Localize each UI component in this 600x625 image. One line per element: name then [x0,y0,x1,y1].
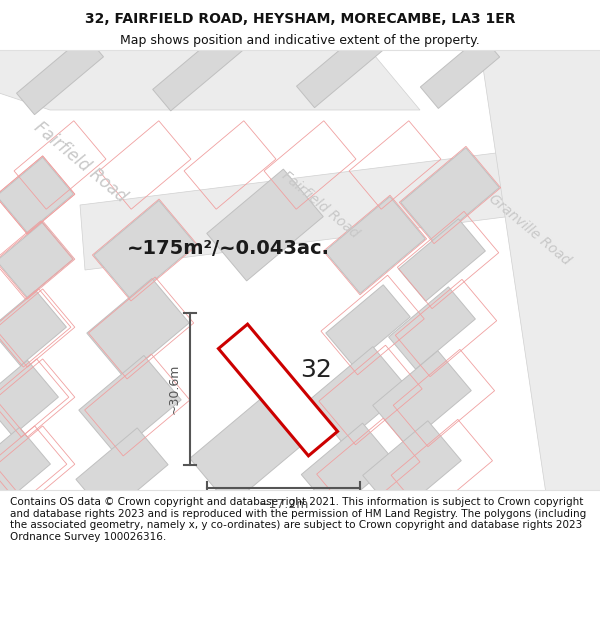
Polygon shape [190,394,306,506]
Text: Fairfield Road: Fairfield Road [279,169,361,241]
Polygon shape [0,158,73,232]
Polygon shape [76,428,168,516]
Polygon shape [87,279,189,378]
Polygon shape [0,361,58,436]
Polygon shape [207,169,323,281]
Text: 32: 32 [300,358,332,382]
Polygon shape [17,36,103,114]
Text: ~30.6m: ~30.6m [168,364,181,414]
Polygon shape [326,285,410,365]
Text: Fairfield Road: Fairfield Road [30,118,130,206]
Polygon shape [152,25,247,111]
Text: 32, FAIRFIELD ROAD, HEYSHAM, MORECAMBE, LA3 1ER: 32, FAIRFIELD ROAD, HEYSHAM, MORECAMBE, … [85,12,515,26]
Polygon shape [421,36,500,108]
Text: Contains OS data © Crown copyright and database right 2021. This information is : Contains OS data © Crown copyright and d… [10,497,586,542]
Polygon shape [301,423,395,513]
Polygon shape [325,197,425,293]
Polygon shape [0,222,73,298]
Polygon shape [80,140,600,270]
Polygon shape [0,50,420,110]
Polygon shape [389,287,475,369]
Polygon shape [218,324,338,456]
Text: ~175m²/~0.043ac.: ~175m²/~0.043ac. [127,239,329,258]
Polygon shape [373,351,471,445]
Polygon shape [480,50,600,490]
Polygon shape [363,421,461,515]
Text: Map shows position and indicative extent of the property.: Map shows position and indicative extent… [120,34,480,47]
Polygon shape [79,356,181,454]
Polygon shape [94,201,196,299]
Polygon shape [296,28,383,108]
Polygon shape [398,219,485,301]
Polygon shape [0,428,50,503]
Polygon shape [401,148,499,242]
Text: ~17.2m: ~17.2m [259,498,308,511]
Polygon shape [308,347,408,443]
Polygon shape [0,291,67,366]
Text: Granville Road: Granville Road [487,192,574,268]
